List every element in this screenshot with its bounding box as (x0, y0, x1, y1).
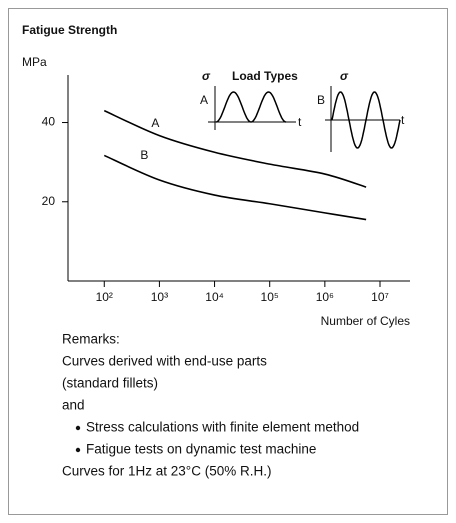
x-tick-label: 10⁶ (316, 290, 334, 304)
remarks-line: (standard fillets) (62, 376, 158, 391)
series-label: B (140, 148, 148, 162)
frame (8, 8, 448, 515)
inset-sigma: σ (340, 69, 349, 83)
remarks-footer: Curves for 1Hz at 23°C (50% R.H.) (62, 464, 271, 479)
line (103, 109, 367, 188)
inset-label: A (200, 93, 208, 107)
x-tick-label: 10³ (151, 290, 168, 304)
inset-title: Load Types (232, 69, 298, 83)
remarks-bullet: Stress calculations with finite element … (86, 420, 359, 435)
x-tick-label: 10⁵ (261, 290, 279, 304)
bullet (75, 447, 81, 453)
x-axis-label: Number of Cyles (321, 314, 410, 328)
line (103, 154, 367, 221)
bullet (75, 425, 81, 431)
x-tick-label: 10⁷ (371, 290, 389, 304)
inset-t: t (298, 115, 302, 129)
chart-title: Fatigue Strength (22, 23, 117, 37)
remarks-line: Curves derived with end-use parts (62, 354, 267, 369)
y-tick-label: 20 (42, 194, 56, 208)
x-tick-label: 10² (96, 290, 113, 304)
y-tick-label: 40 (42, 115, 56, 129)
inset-wave (331, 91, 401, 149)
series-label: A (151, 116, 159, 130)
inset-label: B (317, 93, 325, 107)
remarks-bullet: Fatigue tests on dynamic test machine (86, 442, 316, 457)
inset-wave (215, 91, 287, 123)
remarks-line: and (62, 398, 85, 413)
remarks-heading: Remarks: (62, 332, 120, 347)
y-axis-label: MPa (22, 55, 47, 69)
x-tick-label: 10⁴ (205, 290, 224, 304)
inset-sigma: σ (202, 69, 211, 83)
inset-t: t (401, 113, 405, 127)
